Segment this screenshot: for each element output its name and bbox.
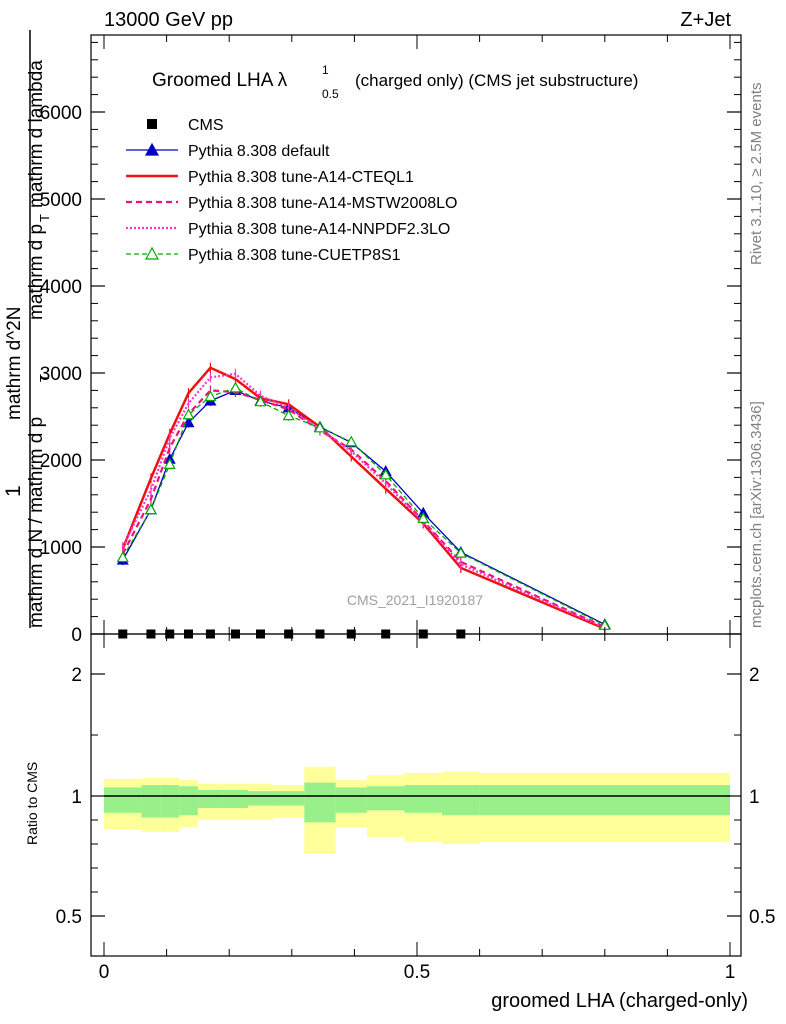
x-axis-tick-labels: 0 0.5 1 <box>99 962 736 983</box>
legend-marker <box>144 246 160 260</box>
series-point-5 <box>182 408 195 420</box>
series-line-5 <box>122 387 606 626</box>
ratio-inner-band <box>247 791 274 806</box>
y-label-numerator-b: mathrm d p <box>26 224 47 320</box>
legend-label: CMS <box>188 117 224 134</box>
y-label-numerator-a: mathrm d^2N <box>4 307 25 420</box>
series-point-5 <box>204 390 217 402</box>
legend: CMS Pythia 8.308 default Pythia 8.308 tune… <box>126 117 457 264</box>
series-point-5 <box>144 503 157 515</box>
legend-label: Pythia 8.308 tune-A14-CTEQL1 <box>188 169 414 186</box>
series-point-1 <box>182 416 195 428</box>
y-label-one: 1 <box>2 485 25 497</box>
series-point-5 <box>345 435 358 447</box>
legend-marker-cms <box>147 119 157 129</box>
title-main: Groomed LHA λ <box>152 70 288 91</box>
ratio-inner-band <box>442 785 480 816</box>
title-superscript: 1 <box>322 63 329 77</box>
ratio-plot-area <box>104 766 730 854</box>
series-point-5 <box>417 512 430 523</box>
y-label-numerator-sub: T <box>37 214 52 222</box>
title-rest: (charged only) (CMS jet substructure) <box>355 71 638 90</box>
y-tick-label: 3000 <box>40 364 82 385</box>
series-line-4 <box>121 372 606 629</box>
series-point-5 <box>313 421 326 433</box>
ratio-inner-band <box>273 791 305 806</box>
title-subscript: 0.5 <box>322 87 339 101</box>
ratio-inner-band <box>197 789 223 808</box>
series-point-5 <box>282 409 295 421</box>
y-axis-label: 1 mathrm d N / mathrm d p T mathrm d^2N … <box>2 30 52 628</box>
ratio-y-tick-label: 0.5 <box>56 907 82 928</box>
y-label-denominator-sub: T <box>37 374 52 382</box>
y-label-denominator: mathrm d N / mathrm d p <box>26 417 47 628</box>
ratio-inner-band <box>304 782 336 823</box>
rivet-version-label: Rivet 3.1.10, ≥ 2.5M events <box>748 83 765 266</box>
series-point-5 <box>379 468 392 480</box>
ratio-inner-band <box>335 787 367 813</box>
y-tick-label: 4000 <box>40 277 82 298</box>
ratio-inner-band <box>141 785 161 818</box>
ratio-inner-band <box>366 786 405 811</box>
ratio-y-tick-label: 2 <box>71 665 82 686</box>
y-tick-label: 5000 <box>40 190 82 211</box>
ratio-y-tick-label: 1 <box>71 787 82 808</box>
main-panel: 0 1000 2000 3000 4000 5000 6000 CMS_2021_I1920… <box>2 30 742 646</box>
ratio-inner-band <box>179 786 198 816</box>
ratio-y-tick-label-right: 0.5 <box>749 907 775 928</box>
series-point-5 <box>116 551 129 563</box>
ratio-panel: 0.5 0.5 1 1 2 2 Ratio to CMS <box>24 633 775 957</box>
x-axis-label: groomed LHA (charged-only) <box>491 990 748 1012</box>
chart-title: Groomed LHA λ 1 0.5 (charged only) (CMS … <box>152 63 638 101</box>
ratio-y-tick-label-right: 2 <box>749 665 760 686</box>
y-tick-label: 0 <box>71 625 82 646</box>
ratio-y-label: Ratio to CMS <box>24 762 40 845</box>
x-tick-label: 1 <box>725 962 736 983</box>
ratio-inner-band <box>222 789 248 808</box>
watermark: CMS_2021_I1920187 <box>347 592 483 608</box>
y-label-numerator-c: mathrm d lambda <box>26 60 47 208</box>
series-point-5 <box>163 458 176 469</box>
series-point-5 <box>254 395 267 407</box>
legend-label: Pythia 8.308 tune-A14-NNPDF2.3LO <box>188 221 450 238</box>
series-point-5 <box>229 381 242 393</box>
ratio-y-tick-label-right: 1 <box>749 787 760 808</box>
mcplots-label: mcplots.cern.ch [arXiv:1306.3436] <box>748 401 765 628</box>
y-tick-label: 1000 <box>40 538 82 559</box>
x-tick-label: 0 <box>99 962 110 983</box>
series-point-5 <box>454 546 467 558</box>
y-tick-label: 6000 <box>40 103 82 124</box>
y-tick-label: 2000 <box>40 451 82 472</box>
x-tick-label: 0.5 <box>404 962 430 983</box>
legend-marker <box>144 142 160 156</box>
legend-label: Pythia 8.308 default <box>188 143 330 160</box>
header-process: Z+Jet <box>680 9 731 31</box>
ratio-inner-band <box>104 787 142 813</box>
ratio-inner-band <box>404 785 443 813</box>
ratio-inner-band <box>160 785 180 818</box>
main-axis-ticks: 0 1000 2000 3000 4000 5000 6000 <box>40 35 741 646</box>
ratio-axis-ticks: 0.5 0.5 1 1 2 2 <box>56 634 775 956</box>
legend-label: Pythia 8.308 tune-CUETP8S1 <box>188 247 401 264</box>
ratio-panel-frame <box>90 633 742 957</box>
ratio-inner-band <box>479 785 730 816</box>
header-energy: 13000 GeV pp <box>104 9 233 31</box>
legend-label: Pythia 8.308 tune-A14-MSTW2008LO <box>188 195 457 212</box>
